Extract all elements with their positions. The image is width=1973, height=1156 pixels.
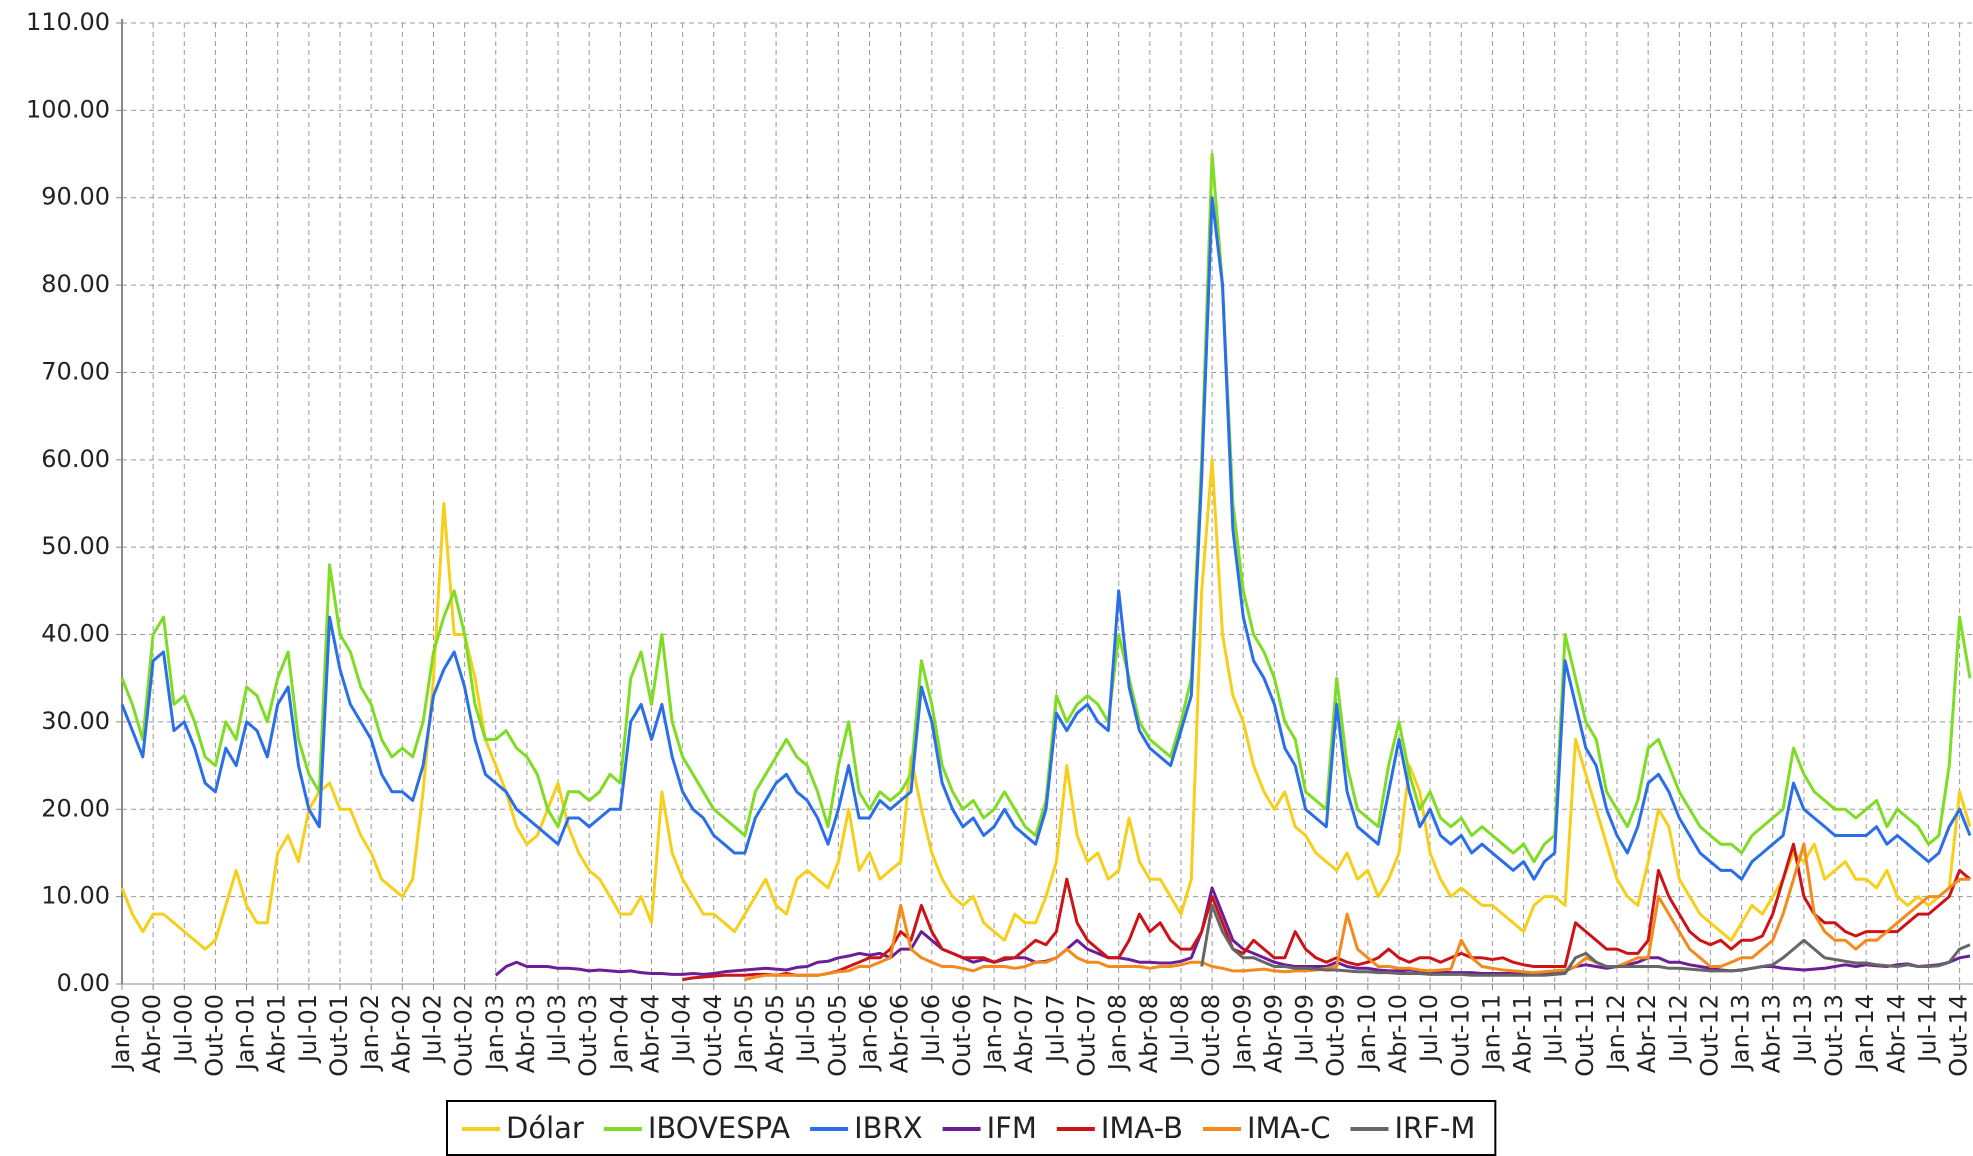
x-tick-label: Out-03 <box>574 994 602 1077</box>
x-tick-label: Jul-00 <box>169 994 197 1064</box>
y-tick-label: 0.00 <box>57 969 110 997</box>
legend-label: Dólar <box>506 1111 584 1145</box>
x-tick-label: Out-01 <box>325 994 353 1077</box>
x-tick-label: Jul-14 <box>1913 994 1941 1064</box>
y-tick-label: 50.00 <box>41 532 110 560</box>
x-tick-label: Jul-12 <box>1664 994 1692 1064</box>
x-tick-label: Jan-09 <box>1228 994 1256 1072</box>
y-tick-label: 80.00 <box>41 270 110 298</box>
x-tick-label: Abr-03 <box>512 994 540 1073</box>
x-tick-label: Abr-12 <box>1633 994 1661 1073</box>
x-tick-label: Jul-13 <box>1789 994 1817 1064</box>
x-tick-label: Jan-12 <box>1602 994 1630 1072</box>
x-tick-label: Jan-07 <box>979 994 1007 1072</box>
y-tick-label: 20.00 <box>41 794 110 822</box>
y-tick-label: 100.00 <box>26 95 110 123</box>
x-tick-label: Out-13 <box>1820 994 1848 1077</box>
series-line <box>744 842 1970 982</box>
series-line <box>120 196 1972 881</box>
x-tick-label: Jan-11 <box>1477 994 1505 1072</box>
x-tick-label: Jul-02 <box>418 994 446 1064</box>
plot-area <box>120 21 1973 984</box>
x-tick-label: Jul-06 <box>917 994 945 1064</box>
x-tick-label: Jan-10 <box>1353 994 1381 1072</box>
x-tick-label: Abr-08 <box>1135 994 1163 1073</box>
y-tick-label: 40.00 <box>41 620 110 648</box>
x-tick-label: Jan-13 <box>1727 994 1755 1072</box>
x-tick-label: Jul-01 <box>294 994 322 1064</box>
legend-label: IBRX <box>854 1111 922 1145</box>
x-tick-label: Jul-08 <box>1166 994 1194 1064</box>
x-tick-label: Abr-13 <box>1758 994 1786 1073</box>
x-tick-label: Jan-01 <box>232 994 260 1072</box>
x-tick-label: Jul-04 <box>668 994 696 1064</box>
x-tick-label: Abr-06 <box>886 994 914 1073</box>
x-tick-label: Out-07 <box>1073 994 1101 1077</box>
x-tick-label: Out-06 <box>948 994 976 1077</box>
y-tick-label: 10.00 <box>41 882 110 910</box>
x-tick-label: Out-10 <box>1446 994 1474 1077</box>
x-tick-label: Abr-10 <box>1384 994 1412 1073</box>
x-tick-label: Jan-14 <box>1851 994 1879 1072</box>
x-tick-label: Abr-04 <box>636 994 664 1073</box>
legend-label: IFM <box>987 1111 1037 1145</box>
x-tick-label: Jan-03 <box>481 994 509 1072</box>
x-tick-label: Abr-02 <box>387 994 415 1073</box>
legend-label: IBOVESPA <box>648 1111 790 1145</box>
legend-label: IMA-B <box>1101 1111 1183 1145</box>
x-tick-label: Abr-05 <box>761 994 789 1073</box>
x-tick-label: Jul-03 <box>543 994 571 1064</box>
x-tick-label: Out-14 <box>1945 994 1973 1077</box>
x-tick-label: Abr-14 <box>1882 994 1910 1073</box>
x-tick-label: Jul-11 <box>1540 994 1568 1064</box>
y-tick-label: 60.00 <box>41 445 110 473</box>
y-tick-label: 70.00 <box>41 357 110 385</box>
x-tick-label: Jul-07 <box>1041 994 1069 1064</box>
x-tick-label: Out-12 <box>1695 994 1723 1077</box>
x-tick-label: Jan-05 <box>730 994 758 1072</box>
y-tick-label: 110.00 <box>26 8 110 36</box>
legend-label: IRF-M <box>1394 1111 1475 1145</box>
x-tick-label: Jan-02 <box>356 994 384 1072</box>
x-tick-label: Out-05 <box>823 994 851 1077</box>
x-tick-label: Jan-00 <box>107 994 135 1072</box>
x-tick-label: Jan-04 <box>605 994 633 1072</box>
x-tick-label: Abr-07 <box>1010 994 1038 1073</box>
x-tick-label: Jan-08 <box>1104 994 1132 1072</box>
x-tick-label: Out-09 <box>1322 994 1350 1077</box>
x-tick-label: Abr-09 <box>1259 994 1287 1073</box>
x-tick-label: Jan-06 <box>855 994 883 1072</box>
x-tick-label: Jul-05 <box>792 994 820 1064</box>
x-tick-label: Abr-01 <box>263 994 291 1073</box>
x-tick-label: Jul-09 <box>1291 994 1319 1064</box>
series-line <box>1200 903 1971 977</box>
legend: Dólar IBOVESPA IBRX IFM IMA-B IMA-C IRF-M <box>446 1100 1497 1156</box>
legend-label: IMA-C <box>1247 1111 1331 1145</box>
x-tick-label: Out-02 <box>450 994 478 1077</box>
x-tick-label: Out-00 <box>200 994 228 1077</box>
x-tick-label: Abr-11 <box>1509 994 1537 1073</box>
y-tick-label: 90.00 <box>41 183 110 211</box>
x-tick-label: Out-08 <box>1197 994 1225 1077</box>
series-line <box>682 842 1971 982</box>
x-tick-label: Out-04 <box>699 994 727 1077</box>
x-tick-label: Abr-00 <box>138 994 166 1073</box>
x-tick-label: Jul-10 <box>1415 994 1443 1064</box>
y-tick-label: 30.00 <box>41 707 110 735</box>
x-tick-label: Out-11 <box>1571 994 1599 1077</box>
